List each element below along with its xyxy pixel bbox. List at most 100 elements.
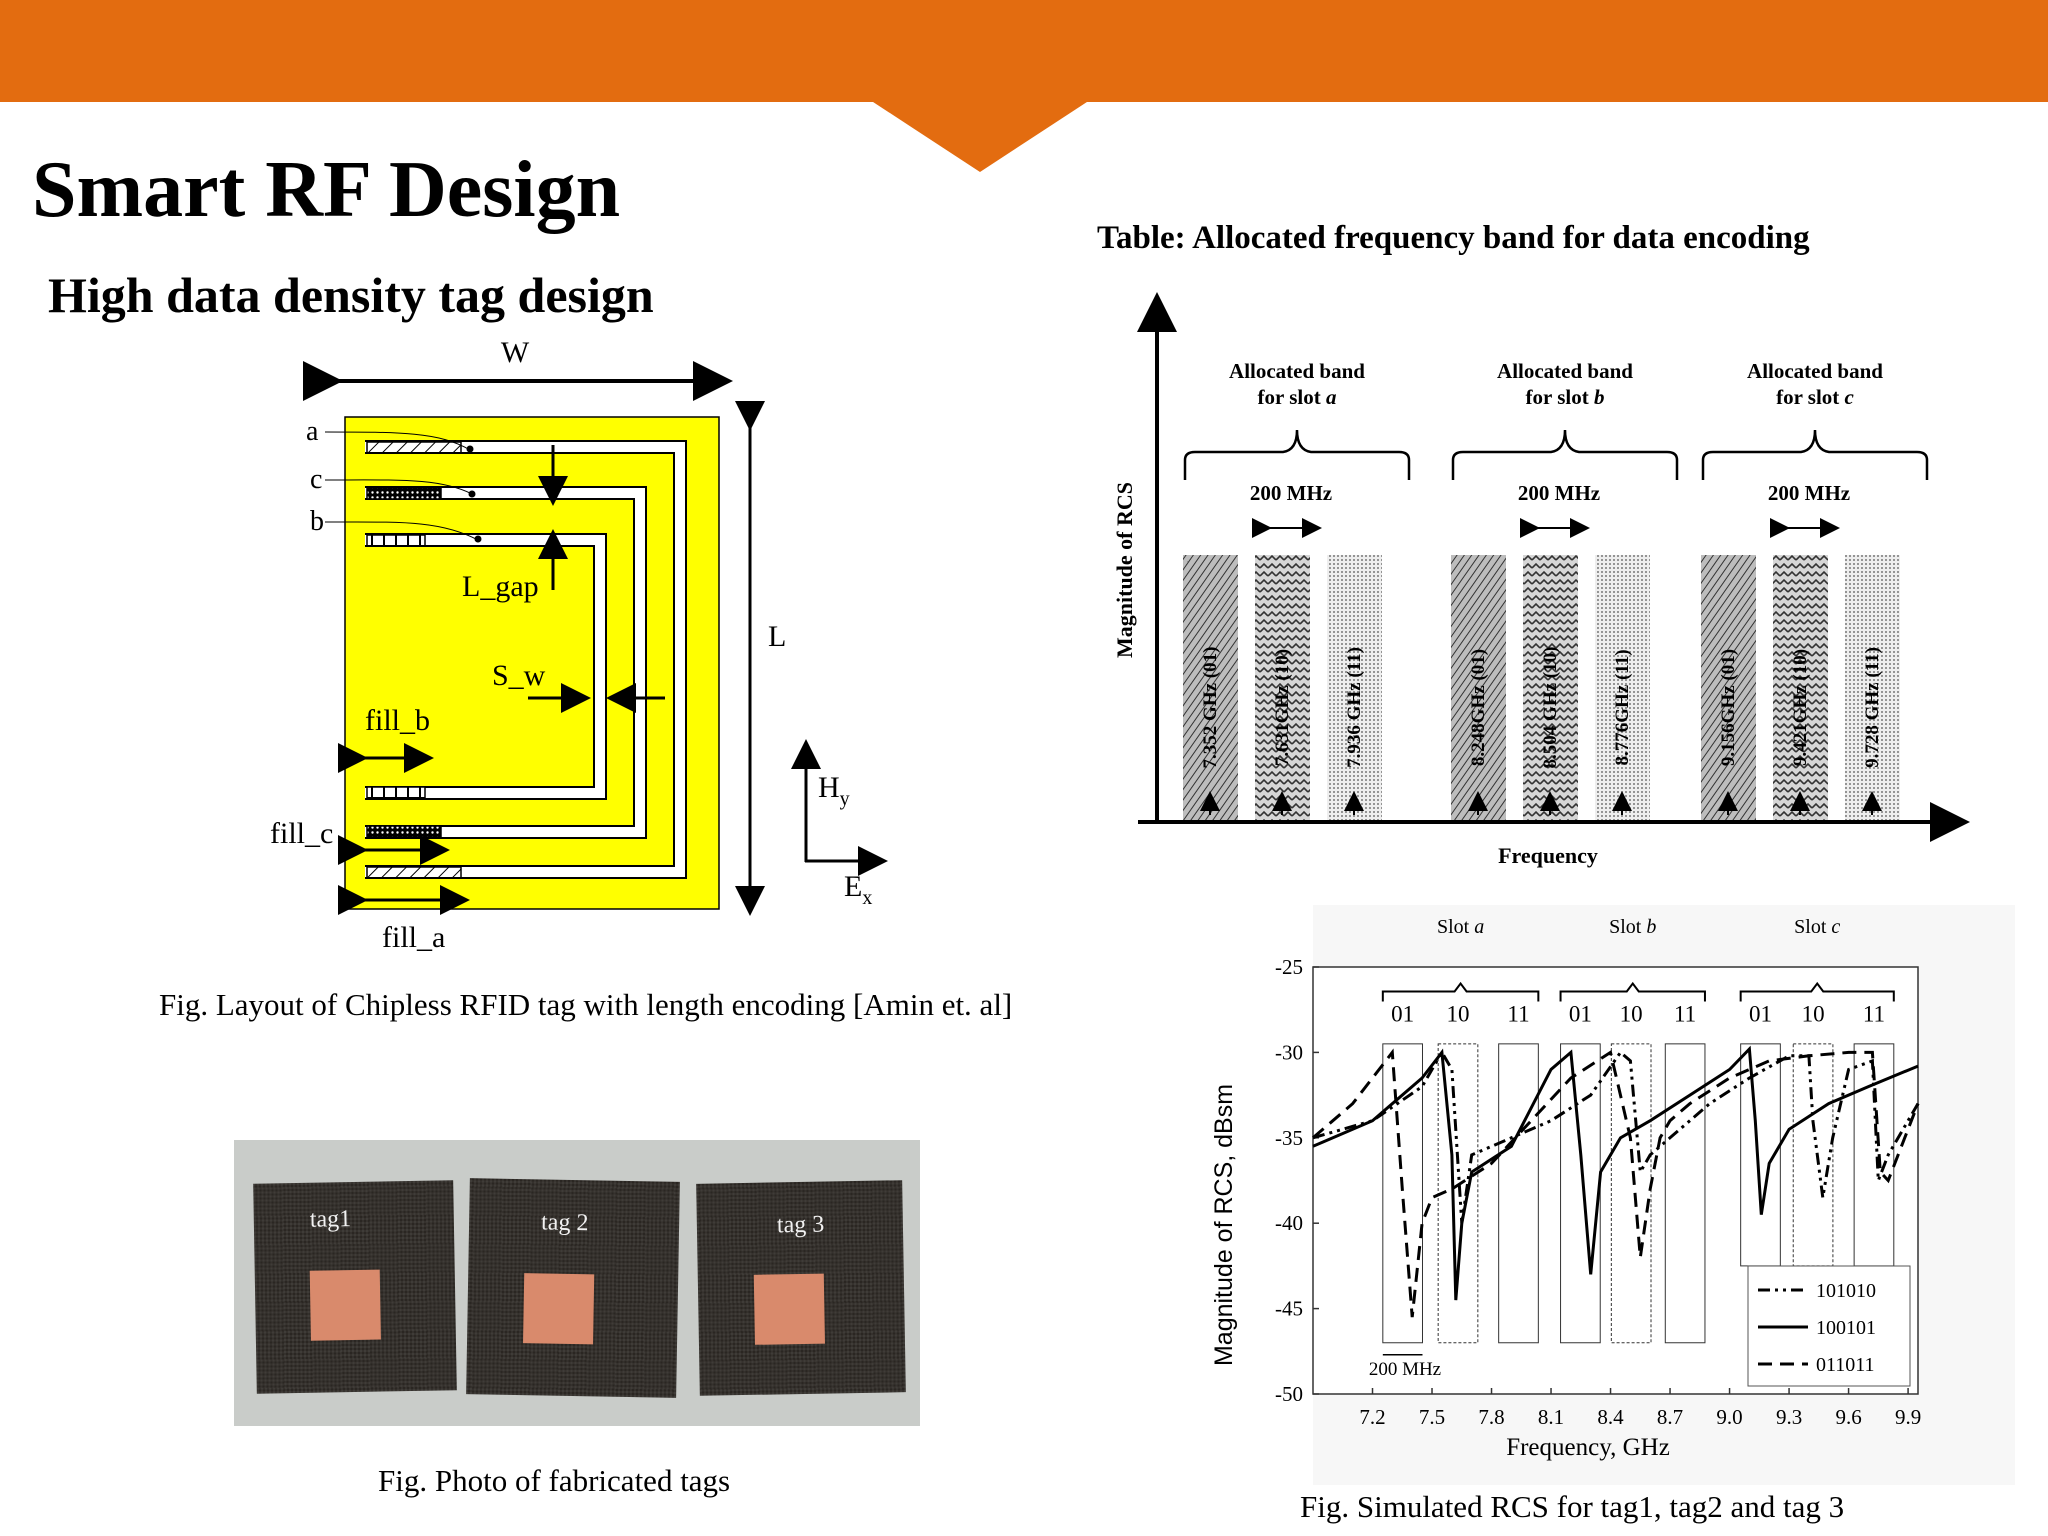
label-Ex: E — [844, 870, 862, 903]
rcs-xtick-label: 9.0 — [1716, 1405, 1742, 1429]
band-bar-label-b-0: 8.248GHz (01) — [1468, 649, 1489, 766]
tag-1-label: tag1 — [309, 1206, 352, 1233]
label-b: b — [310, 506, 324, 537]
label-W: W — [501, 336, 530, 369]
band-bar-a-1 — [1255, 555, 1310, 820]
label-a: a — [306, 416, 319, 447]
tag-2-label: tag 2 — [540, 1209, 589, 1237]
rcs-xtick-label: 9.6 — [1835, 1405, 1861, 1429]
rcs-ytick-label: -30 — [1275, 1040, 1303, 1064]
band-bar-a-2 — [1327, 555, 1382, 820]
rcs-ytick-label: -35 — [1275, 1126, 1303, 1150]
rcs-legend-label: 100101 — [1816, 1317, 1876, 1339]
band-bar-label-c-1: 9.421GHz (10) — [1790, 649, 1811, 766]
rcs-xlabel: Frequency, GHz — [1506, 1434, 1670, 1461]
svg-text:Ex: Ex — [844, 870, 872, 909]
photo-caption: Fig. Photo of fabricated tags — [378, 1463, 731, 1498]
band-bar-b-2 — [1595, 555, 1650, 820]
rcs-legend-label: 011011 — [1816, 1354, 1875, 1376]
rcs-slot-brace — [1381, 981, 1540, 1002]
rcs-xtick-label: 9.3 — [1776, 1405, 1802, 1429]
band-brace-b — [1451, 429, 1679, 480]
rcs-code-label: 11 — [1507, 1002, 1529, 1027]
band-bar-label-b-1: 8.504 GHz (10) — [1540, 647, 1561, 769]
band-brace-a — [1183, 429, 1411, 480]
tag-layout-figure: W a c b L_gap S_w L fill_b fill_c fill_a… — [270, 336, 888, 954]
band-bar-b-1 — [1523, 555, 1578, 820]
rcs-code-label: 10 — [1620, 1002, 1643, 1027]
label-fill-b: fill_b — [365, 704, 430, 737]
label-Ex-sub: x — [862, 887, 872, 909]
rcs-slot-box — [1498, 1043, 1539, 1344]
band-slot-title-c: Allocated band — [1747, 359, 1883, 383]
band-bar-label-c-2: 9.728 GHz (11) — [1862, 647, 1883, 768]
band-bar-label-b-2: 8.776GHz (11) — [1612, 649, 1633, 765]
rcs-xtick-label: 7.5 — [1419, 1405, 1445, 1429]
tag-1-resonator — [309, 1269, 381, 1341]
rcs-series-100101 — [1312, 1045, 1919, 1301]
rcs-code-label: 11 — [1674, 1002, 1696, 1027]
rcs-ytick-label: -40 — [1275, 1211, 1303, 1235]
rcs-code-label: 10 — [1802, 1002, 1825, 1027]
band-bar-a-0 — [1183, 555, 1238, 820]
label-L-gap: L_gap — [462, 570, 539, 603]
band-slot-subtitle-b: for slot b — [1526, 385, 1605, 409]
band-slot-subtitle-c: for slot c — [1776, 385, 1854, 409]
rcs-slot-label: Slot b — [1609, 916, 1656, 938]
band-bar-c-1 — [1773, 555, 1828, 820]
band-width-label-b: 200 MHz — [1518, 481, 1600, 505]
label-fill-c: fill_c — [270, 817, 333, 850]
rcs-slot-box — [1664, 1043, 1706, 1344]
band-slot-title-a: Allocated band — [1229, 359, 1365, 383]
rcs-slot-label: Slot a — [1437, 916, 1484, 938]
rcs-series-011011 — [1312, 1048, 1920, 1318]
band-bar-c-2 — [1845, 555, 1900, 820]
rcs-xtick-label: 8.1 — [1538, 1405, 1564, 1429]
rcs-slot-brace — [1559, 981, 1706, 1002]
band-bar-label-a-2: 7.936 GHz (11) — [1344, 647, 1365, 768]
label-c: c — [310, 464, 322, 495]
rcs-slot-box — [1610, 1043, 1652, 1344]
band-bar-label-a-1: 7.631GHz (10) — [1272, 649, 1293, 766]
band-slot-title-b: Allocated band — [1497, 359, 1633, 383]
tag-3-label: tag 3 — [776, 1211, 825, 1239]
tag-2-resonator — [523, 1273, 595, 1345]
rcs-ytick-label: -50 — [1275, 1382, 1303, 1406]
rcs-code-label: 01 — [1569, 1002, 1592, 1027]
band-table-title: Table: Allocated frequency band for data… — [1097, 220, 1810, 256]
band-slot-subtitle-a: for slot a — [1258, 385, 1337, 409]
rcs-series-101010 — [1312, 1049, 1920, 1224]
rcs-chart: 7.2 7.5 7.8 8.1 8.4 8.7 9.0 9.3 9.6 9.9 -25 -30 -35 -… — [1210, 905, 2015, 1485]
label-Hy: H — [818, 771, 840, 804]
label-S-w: S_w — [492, 659, 546, 692]
rcs-caption: Fig. Simulated RCS for tag1, tag2 and ta… — [1300, 1489, 1845, 1524]
label-L: L — [768, 620, 786, 653]
rcs-bandwidth-label: 200 MHz — [1369, 1359, 1441, 1380]
rcs-legend-label: 101010 — [1816, 1280, 1876, 1302]
band-bar-b-0 — [1451, 555, 1506, 820]
label-Hy-sub: y — [840, 788, 850, 810]
rcs-slot-label: Slot c — [1794, 916, 1840, 938]
label-fill-a: fill_a — [382, 921, 445, 954]
band-bar-c-0 — [1701, 555, 1756, 820]
rcs-ytick-label: -45 — [1275, 1297, 1303, 1321]
fabricated-tags-photo: tag1 tag 2 tag 3 — [234, 1140, 920, 1426]
slide-title: Smart RF Design — [32, 146, 621, 234]
layout-caption: Fig. Layout of Chipless RFID tag with le… — [159, 987, 1013, 1022]
rcs-slot-box — [1560, 1043, 1601, 1344]
band-brace-c — [1701, 429, 1929, 480]
top-banner — [0, 0, 2048, 102]
rcs-code-label: 01 — [1391, 1002, 1414, 1027]
rcs-ytick-label: -25 — [1275, 955, 1303, 979]
rcs-xtick-label: 9.9 — [1895, 1405, 1921, 1429]
rcs-slot-brace — [1739, 981, 1895, 1002]
rcs-code-label: 01 — [1749, 1002, 1772, 1027]
rcs-ylabel: Magnitude of RCS, dBsm — [1210, 1084, 1238, 1366]
tag-2-image: tag 2 — [466, 1178, 680, 1398]
rcs-xtick-label: 7.8 — [1478, 1405, 1504, 1429]
rcs-xtick-label: 8.4 — [1597, 1405, 1624, 1429]
band-bar-label-c-0: 9.156GHz (01) — [1718, 649, 1739, 766]
band-bar-label-a-0: 7.352 GHz (01) — [1200, 647, 1221, 769]
rcs-code-label: 10 — [1447, 1002, 1470, 1027]
tag-3-image: tag 3 — [696, 1180, 906, 1396]
